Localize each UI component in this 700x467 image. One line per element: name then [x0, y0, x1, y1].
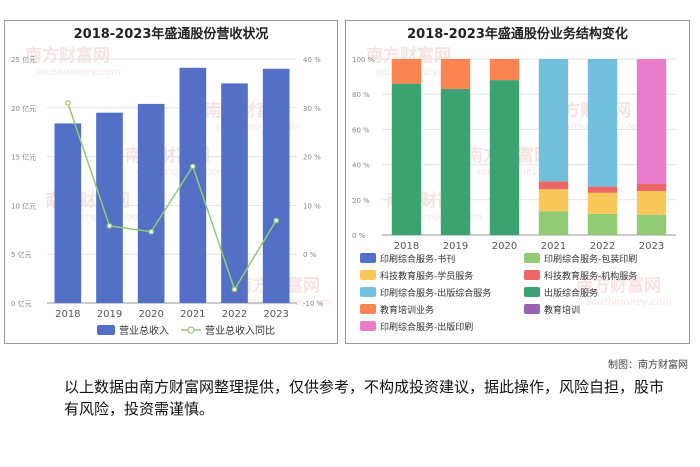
watermark-en: southmoney.com: [396, 212, 482, 223]
legend-swatch: [360, 270, 376, 280]
y-left-tick-label: 15 亿元: [11, 153, 36, 162]
legend-swatch: [524, 253, 540, 263]
y-tick-label: 60 %: [352, 126, 370, 134]
y-left-tick-label: 0 亿元: [11, 299, 32, 308]
disclaimer-text: 以上数据由南方财富网整理提供，仅供参考，不构成投资建议，据此操作，风险自担，股市…: [64, 378, 665, 418]
watermark-en: southmoney.com: [215, 122, 301, 133]
legend-swatch: [524, 270, 540, 280]
stack-segment: [391, 83, 422, 235]
legend-label: 印刷综合服务-包装印刷: [544, 253, 637, 265]
stack-segment: [636, 214, 667, 235]
y-tick-label: 0 %: [352, 232, 366, 240]
stack-segment: [587, 192, 618, 214]
y-tick-label: 40 %: [352, 162, 370, 170]
legend-swatch: [360, 304, 376, 314]
y-right-tick-label: 10 %: [303, 202, 321, 210]
x-tick-label: 2021: [541, 241, 566, 252]
stack-segment: [489, 59, 520, 81]
x-tick-label: 2023: [263, 309, 288, 320]
legend-label: 印刷综合服务-出版综合服务: [380, 287, 491, 299]
legend-label: 教育培训: [544, 304, 580, 316]
legend-label-growth: 营业总收入同比: [205, 324, 275, 337]
x-tick-label: 2022: [590, 241, 615, 252]
legend-swatch-revenue: [97, 325, 115, 335]
stack-segment: [587, 186, 618, 193]
y-right-tick-label: 0 %: [303, 251, 317, 259]
legend-swatch: [524, 304, 540, 314]
y-tick-label: 80 %: [352, 91, 370, 99]
y-tick-label: 100 %: [352, 56, 375, 64]
x-tick-label: 2019: [97, 309, 122, 320]
structure-chart: 南方财富网southmoney.com南方财富网southmoney.com南方…: [352, 45, 676, 333]
watermark-cn: 南方财富网: [25, 45, 110, 66]
y-right-tick-label: 40 %: [303, 56, 321, 64]
x-tick-label: 2021: [180, 309, 205, 320]
y-left-tick-label: 5 亿元: [11, 250, 32, 259]
watermark-en: southmoney.com: [35, 67, 121, 78]
revenue-bar: [221, 83, 248, 304]
legend-swatch: [360, 287, 376, 297]
chart-credit: 制图：南方财富网: [608, 360, 688, 371]
y-right-tick-label: 20 %: [303, 154, 321, 162]
growth-point: [148, 228, 154, 235]
structure-chart-panel: 2018-2023年盛通股份业务结构变化 南方财富网southmoney.com…: [345, 20, 690, 344]
legend-label: 印刷综合服务-书刊: [380, 253, 455, 265]
watermark-en: southmoney.com: [586, 297, 672, 308]
growth-point: [231, 286, 238, 293]
stack-segment: [391, 59, 422, 84]
legend-label: 出版综合服务: [544, 287, 598, 299]
stack-segment: [538, 211, 569, 235]
x-tick-label: 2020: [138, 309, 163, 320]
growth-point: [273, 217, 279, 224]
stack-segment: [636, 191, 667, 215]
y-left-tick-label: 25 亿元: [11, 55, 36, 64]
y-tick-label: 20 %: [352, 197, 370, 205]
watermark-en: southmoney.com: [135, 167, 221, 178]
stack-segment: [538, 59, 569, 182]
stack-segment: [440, 59, 471, 89]
legend-swatch: [360, 253, 376, 263]
growth-point: [190, 163, 196, 170]
stack-segment: [538, 181, 569, 190]
legend-label: 科技教育服务-学员服务: [380, 270, 473, 282]
y-right-tick-label: -10 %: [303, 300, 324, 308]
structure-chart-title: 2018-2023年盛通股份业务结构变化: [407, 27, 628, 42]
watermark-cn: 南方财富网: [366, 45, 451, 66]
stack-segment: [587, 213, 618, 235]
revenue-bar: [137, 103, 165, 304]
stack-segment: [489, 80, 520, 235]
growth-line: [67, 102, 277, 292]
revenue-chart-title: 2018-2023年盛通股份营收状况: [73, 27, 269, 42]
legend-label: 印刷综合服务-出版印刷: [380, 321, 473, 333]
revenue-bar: [179, 67, 207, 303]
revenue-bar: [262, 68, 290, 303]
revenue-chart: 南方财富网southmoney.com南方财富网southmoney.com南方…: [11, 45, 331, 337]
stack-segment: [440, 88, 471, 235]
stack-segment: [587, 59, 618, 187]
stack-segment: [636, 183, 667, 191]
revenue-bar: [96, 112, 123, 304]
growth-point: [106, 223, 113, 229]
y-right-tick-label: 30 %: [303, 105, 321, 113]
x-tick-label: 2018: [55, 309, 80, 320]
legend-label-revenue: 营业总收入: [119, 324, 169, 337]
y-left-tick-label: 20 亿元: [11, 104, 36, 113]
watermark-cn: 南方财富网: [576, 275, 661, 296]
legend-swatch: [360, 321, 376, 331]
revenue-bar: [54, 123, 82, 303]
x-tick-label: 2018: [394, 241, 419, 252]
legend-label: 教育培训业务: [380, 304, 434, 316]
stack-segment: [636, 59, 667, 184]
revenue-chart-panel: 2018-2023年盛通股份营收状况 南方财富网southmoney.com南方…: [4, 20, 338, 344]
legend-label: 科技教育服务-机构服务: [544, 270, 637, 282]
x-tick-label: 2019: [443, 241, 468, 252]
y-left-tick-label: 10 亿元: [11, 201, 36, 210]
x-tick-label: 2023: [639, 241, 664, 252]
x-tick-label: 2022: [222, 309, 247, 320]
growth-point: [65, 100, 71, 106]
legend-swatch: [524, 287, 540, 297]
x-tick-label: 2020: [492, 241, 517, 252]
legend-swatch-growth-marker: [187, 326, 195, 334]
stack-segment: [538, 189, 569, 212]
